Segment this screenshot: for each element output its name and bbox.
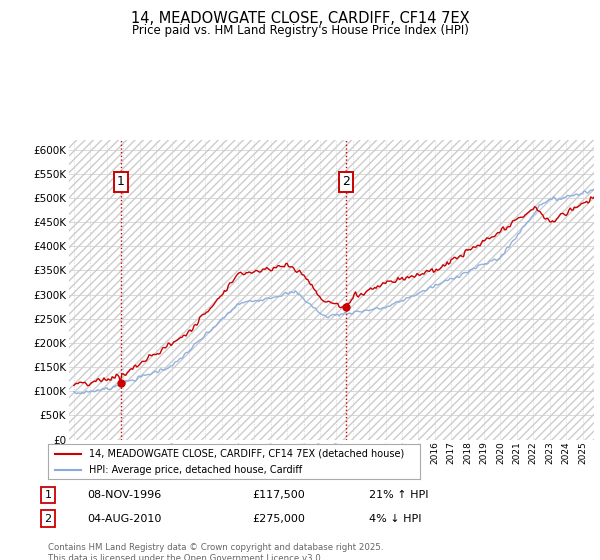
Text: 2: 2 — [342, 175, 350, 189]
Text: 2: 2 — [44, 514, 52, 524]
Text: HPI: Average price, detached house, Cardiff: HPI: Average price, detached house, Card… — [89, 465, 302, 475]
Text: 08-NOV-1996: 08-NOV-1996 — [87, 490, 161, 500]
Text: 04-AUG-2010: 04-AUG-2010 — [87, 514, 161, 524]
Text: 1: 1 — [44, 490, 52, 500]
Text: £117,500: £117,500 — [252, 490, 305, 500]
Text: Contains HM Land Registry data © Crown copyright and database right 2025.
This d: Contains HM Land Registry data © Crown c… — [48, 543, 383, 560]
Text: 14, MEADOWGATE CLOSE, CARDIFF, CF14 7EX: 14, MEADOWGATE CLOSE, CARDIFF, CF14 7EX — [131, 11, 469, 26]
Text: £275,000: £275,000 — [252, 514, 305, 524]
Text: 4% ↓ HPI: 4% ↓ HPI — [369, 514, 421, 524]
Text: Price paid vs. HM Land Registry's House Price Index (HPI): Price paid vs. HM Land Registry's House … — [131, 24, 469, 37]
Text: 14, MEADOWGATE CLOSE, CARDIFF, CF14 7EX (detached house): 14, MEADOWGATE CLOSE, CARDIFF, CF14 7EX … — [89, 449, 404, 459]
Text: 21% ↑ HPI: 21% ↑ HPI — [369, 490, 428, 500]
Text: 1: 1 — [117, 175, 125, 189]
